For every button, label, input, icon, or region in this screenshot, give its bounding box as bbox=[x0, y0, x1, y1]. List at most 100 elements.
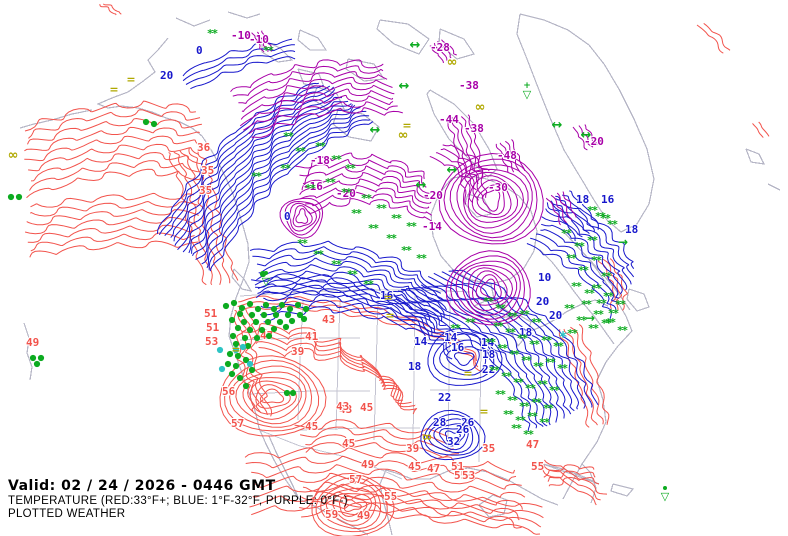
snow-symbol: ** bbox=[601, 317, 612, 330]
rain-shower-symbol bbox=[663, 486, 667, 490]
snow-symbol: ** bbox=[539, 416, 550, 429]
snow-symbol: ** bbox=[489, 364, 500, 377]
rain-dot-symbol bbox=[7, 193, 15, 201]
wind-arrow-icon: → bbox=[618, 235, 628, 249]
rain-dot-symbol bbox=[276, 318, 284, 326]
rain-dot-symbol bbox=[248, 311, 256, 319]
snow-symbol: ** bbox=[315, 140, 326, 153]
haze-bars-symbol: = bbox=[231, 343, 240, 356]
snow-symbol: ** bbox=[493, 320, 504, 333]
isotherm-label: 26 bbox=[461, 416, 475, 429]
haze-bars-symbol: = bbox=[383, 291, 392, 304]
snow-symbol: ** bbox=[531, 396, 542, 409]
snow-symbol: ** bbox=[523, 428, 534, 441]
snow-symbol: ** bbox=[549, 384, 560, 397]
snow-symbol: ** bbox=[617, 324, 628, 337]
snow-symbol: ** bbox=[251, 170, 262, 183]
snow-symbol: ** bbox=[505, 326, 516, 339]
snow-symbol: ** bbox=[521, 354, 532, 367]
isotherm-label: -48 bbox=[497, 149, 517, 162]
isotherm-label: 55 bbox=[384, 490, 397, 503]
drizzle-dot-symbol bbox=[216, 346, 224, 354]
snow-symbol: ** bbox=[519, 308, 530, 321]
valid-time-label: Valid: 02 / 24 / 2026 - 0446 GMT bbox=[8, 478, 276, 494]
rain-dot-symbol bbox=[252, 318, 260, 326]
wind-arrow-icon: → bbox=[585, 311, 595, 325]
isotherm-label: 41 bbox=[305, 330, 319, 343]
rain-dot-symbol bbox=[33, 360, 41, 368]
rain-dot-symbol bbox=[282, 323, 290, 331]
isotherm-label: -20 bbox=[336, 187, 356, 200]
snow-symbol: ** bbox=[347, 268, 358, 281]
snow-symbol: ** bbox=[331, 153, 342, 166]
rain-dot-symbol bbox=[15, 193, 23, 201]
isotherm-label: 35 bbox=[199, 184, 212, 197]
snow-symbol: ** bbox=[341, 186, 352, 199]
snow-symbol: ** bbox=[529, 338, 540, 351]
haze-symbol: ∞ bbox=[8, 148, 19, 163]
snow-symbol: ** bbox=[483, 295, 494, 308]
isotherm-label: 55 bbox=[531, 460, 544, 473]
rain-dot-symbol bbox=[234, 352, 242, 360]
isotherm-label: 32 bbox=[447, 435, 460, 448]
drizzle-dot-symbol bbox=[239, 343, 247, 351]
snow-symbol: ** bbox=[578, 264, 589, 277]
snow-symbol: ** bbox=[501, 370, 512, 383]
snow-symbol: ** bbox=[566, 252, 577, 265]
rain-dot-symbol bbox=[232, 362, 240, 370]
snow-symbol: ** bbox=[519, 400, 530, 413]
snow-shower-symbol: ▽ bbox=[523, 88, 532, 101]
map-footer: Valid: 02 / 24 / 2026 - 0446 GMT TEMPERA… bbox=[8, 478, 348, 520]
plotted-weather-label: PLOTTED WEATHER bbox=[8, 508, 126, 520]
snow-symbol: ** bbox=[507, 394, 518, 407]
wind-arrow-icon: ↔ bbox=[410, 38, 421, 53]
isotherm-label: 57 bbox=[349, 473, 362, 486]
isotherm-label: 16 bbox=[451, 341, 465, 354]
isotherm-label: 55 bbox=[454, 469, 467, 482]
snow-symbol: ** bbox=[567, 327, 578, 340]
rain-dot-symbol bbox=[236, 310, 244, 318]
isotherm-label: 53 bbox=[462, 469, 475, 482]
snow-symbol: ** bbox=[525, 382, 536, 395]
snow-symbol: ** bbox=[497, 342, 508, 355]
snow-symbol: ** bbox=[591, 254, 602, 267]
snow-symbol: ** bbox=[313, 248, 324, 261]
isotherm-label: 16 bbox=[601, 193, 615, 206]
snow-symbol: ** bbox=[331, 258, 342, 271]
snow-symbol: ** bbox=[553, 340, 564, 353]
isotherm-label: 43 bbox=[336, 400, 349, 413]
rain-dot-symbol bbox=[228, 370, 236, 378]
rain-dot-symbol bbox=[242, 382, 250, 390]
rain-dot-symbol bbox=[234, 324, 242, 332]
snow-symbol: ** bbox=[596, 297, 607, 310]
isotherm-label: 14 bbox=[444, 331, 458, 344]
snow-symbol: ** bbox=[207, 27, 218, 40]
isotherm-label: -38 bbox=[459, 79, 479, 92]
rain-dot-symbol bbox=[242, 356, 250, 364]
isotherm-label: 28 bbox=[433, 416, 446, 429]
isotherm-label: -44 bbox=[439, 113, 459, 126]
snow-symbol: ** bbox=[511, 422, 522, 435]
rain-dot-symbol bbox=[244, 342, 252, 350]
rain-dot-symbol bbox=[150, 120, 158, 128]
snow-symbol: ** bbox=[406, 220, 417, 233]
isotherm-label: 36 bbox=[197, 141, 211, 154]
snow-symbol: ** bbox=[615, 298, 626, 311]
snow-symbol: ** bbox=[368, 222, 379, 235]
isotherm-label: 45 bbox=[360, 401, 373, 414]
isotherm-label: 45 bbox=[408, 460, 421, 473]
isotherm-label: 45 bbox=[305, 420, 318, 433]
isotherm-label: 57 bbox=[231, 417, 244, 430]
haze-symbol: ∞ bbox=[422, 430, 433, 445]
snow-symbol: ** bbox=[571, 280, 582, 293]
isotherm-label: -38 bbox=[464, 122, 484, 135]
isotherm-label: 18 bbox=[482, 348, 495, 361]
drizzle-dot-symbol bbox=[232, 346, 240, 354]
haze-bars-symbol: = bbox=[463, 367, 472, 380]
isotherm-label: 35 bbox=[201, 164, 214, 177]
snow-symbol: ** bbox=[576, 314, 587, 327]
rain-dot-symbol bbox=[240, 318, 248, 326]
haze-bars-symbol: = bbox=[402, 119, 411, 132]
rain-dot-symbol bbox=[246, 300, 254, 308]
rain-dot-symbol bbox=[270, 305, 278, 313]
